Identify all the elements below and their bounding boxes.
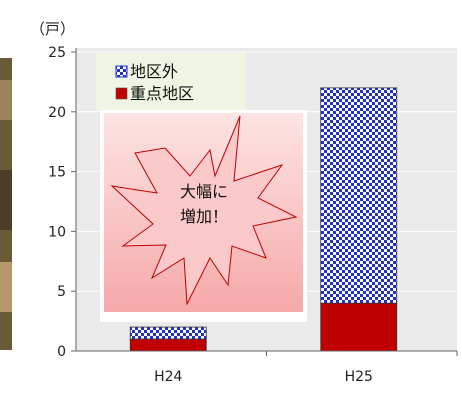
bar-H24-outside [129, 326, 207, 340]
photo-strip [0, 58, 12, 350]
bar-H25-priority [320, 302, 398, 352]
y-tick-label: 5 [57, 284, 66, 300]
y-axis-unit: （戸） [30, 20, 75, 38]
y-tick-label: 25 [48, 45, 66, 61]
x-tick-label: H25 [345, 369, 373, 385]
legend-item-outside: 地区外 [115, 62, 178, 81]
legend-swatch-outside [115, 65, 128, 78]
bar-H24-priority [129, 338, 207, 352]
starburst-shape [110, 115, 298, 306]
legend-label-outside: 地区外 [130, 62, 178, 81]
legend-box [96, 53, 246, 110]
legend-label-priority: 重点地区 [130, 84, 194, 103]
bar-H25-outside [320, 87, 398, 304]
x-tick-label: H24 [154, 369, 182, 385]
annotation-line-1: 大幅に [180, 182, 228, 201]
x-tick-labels: H24 H25 [154, 351, 458, 385]
annotation-line-2: 増加！ [180, 207, 228, 226]
y-tick-label: 20 [48, 105, 66, 121]
y-tick-labels: 0 5 10 15 20 25 [48, 45, 76, 360]
legend-swatch-priority [115, 87, 128, 100]
bars-layer [129, 87, 398, 352]
legend: 地区外 重点地区 [96, 53, 246, 110]
y-tick-label: 0 [57, 344, 66, 360]
annotation-callout: 大幅に 増加！ [100, 110, 307, 322]
y-tick-label: 15 [48, 165, 66, 181]
y-tick-label: 10 [48, 224, 66, 240]
legend-item-priority: 重点地区 [115, 84, 194, 103]
